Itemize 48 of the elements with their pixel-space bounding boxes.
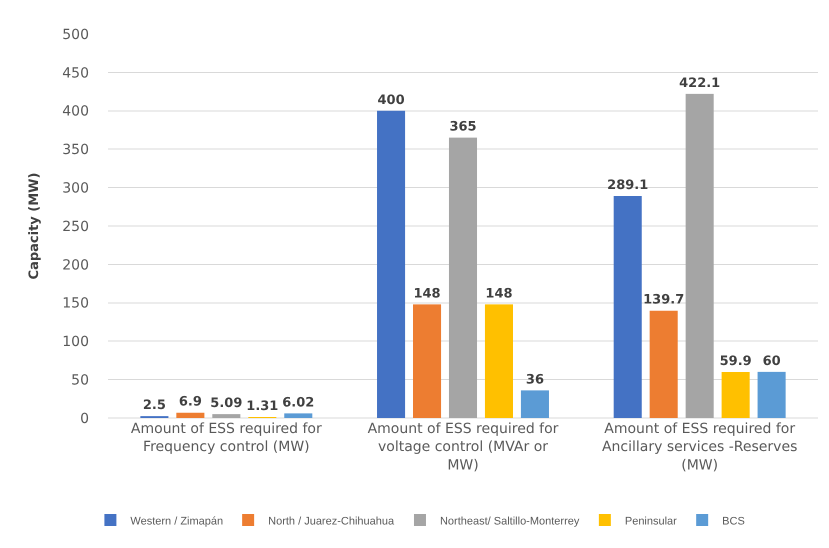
- data-label: 400: [377, 92, 405, 108]
- data-label: 60: [762, 354, 781, 369]
- x-tick-label: Amount of ESS required for voltage control (MVAr or MW): [368, 421, 559, 474]
- legend-label: BCS: [722, 515, 745, 528]
- data-label: 422.1: [679, 76, 720, 91]
- bar: [212, 414, 240, 418]
- data-label: 6.9: [178, 394, 202, 410]
- bar: [377, 110, 406, 418]
- data-label: 148: [485, 286, 513, 302]
- bar: [722, 372, 750, 418]
- bar: [413, 304, 442, 418]
- legend-label: Peninsular: [624, 515, 678, 528]
- legend-label: North / Juarez-Chihuahua: [268, 515, 395, 528]
- data-label: 148: [413, 286, 441, 302]
- y-tick-label: 200: [62, 257, 89, 274]
- y-axis-title: Capacity (MW): [27, 172, 42, 280]
- legend-label: Western / Zimapán: [130, 515, 224, 528]
- bar: [686, 94, 714, 418]
- y-tick-label: 500: [62, 26, 89, 43]
- data-label: 1.31: [246, 398, 278, 414]
- data-label: 289.1: [607, 178, 648, 193]
- y-tick-label: 350: [62, 142, 89, 158]
- y-tick-label: 300: [62, 180, 89, 196]
- bar: [758, 372, 786, 418]
- bar: [520, 390, 549, 418]
- bar: [484, 304, 513, 418]
- legend-label: Northeast/ Saltillo-Monterrey: [440, 515, 580, 528]
- data-label: 365: [449, 120, 477, 135]
- y-tick-label: 0: [80, 410, 89, 427]
- y-tick-label: 400: [62, 104, 89, 120]
- data-label: 59.9: [720, 354, 752, 369]
- y-tick-label: 50: [71, 372, 89, 388]
- x-tick-label: Amount of ESS required for Ancillary services -Reserves (MW): [602, 421, 798, 474]
- y-tick-label: 150: [62, 296, 89, 312]
- bar: [650, 310, 678, 418]
- x-tick-label: Amount of ESS required for Frequency control (MW): [130, 421, 322, 456]
- y-tick-label: 250: [62, 218, 89, 235]
- data-label: 139.7: [643, 292, 684, 308]
- data-label: 6.02: [282, 395, 314, 410]
- y-tick-label: 450: [62, 65, 89, 82]
- bar: [176, 412, 204, 418]
- y-tick-label: 100: [62, 334, 89, 350]
- bar: [448, 138, 478, 418]
- data-label: 36: [526, 372, 544, 388]
- bar: [614, 196, 642, 418]
- data-label: 5.09: [210, 396, 242, 412]
- data-label: 2.5: [142, 398, 166, 414]
- bar: [284, 413, 312, 418]
